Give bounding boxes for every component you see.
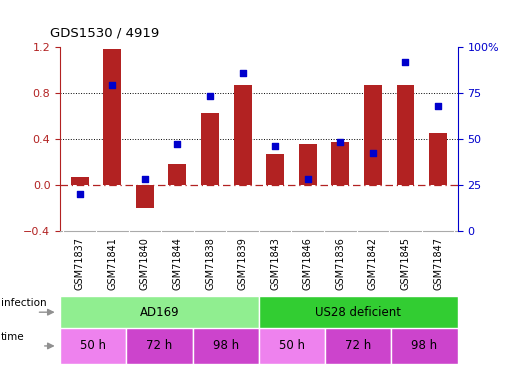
Bar — [396, 85, 414, 185]
Bar — [234, 85, 252, 185]
Text: GSM71836: GSM71836 — [335, 237, 345, 290]
Bar — [299, 144, 317, 185]
Text: GSM71844: GSM71844 — [173, 237, 183, 290]
Text: 98 h: 98 h — [412, 339, 438, 352]
Text: GSM71837: GSM71837 — [75, 237, 85, 290]
Text: GDS1530 / 4919: GDS1530 / 4919 — [50, 26, 159, 39]
Point — [336, 140, 345, 146]
Text: time: time — [1, 332, 25, 342]
Bar — [192, 328, 259, 364]
Bar — [60, 296, 259, 328]
Bar — [325, 328, 391, 364]
Text: GSM71842: GSM71842 — [368, 237, 378, 290]
Bar — [259, 296, 458, 328]
Text: GSM71839: GSM71839 — [237, 237, 247, 290]
Point — [238, 70, 247, 76]
Bar — [429, 133, 447, 185]
Text: GSM71845: GSM71845 — [401, 237, 411, 290]
Bar — [266, 154, 284, 185]
Point — [206, 93, 214, 99]
Text: GSM71841: GSM71841 — [107, 237, 117, 290]
Bar — [127, 328, 192, 364]
Text: 50 h: 50 h — [279, 339, 305, 352]
Text: GSM71846: GSM71846 — [303, 237, 313, 290]
Point — [303, 176, 312, 182]
Text: GSM71843: GSM71843 — [270, 237, 280, 290]
Bar — [201, 114, 219, 185]
Point — [75, 191, 84, 197]
Bar — [71, 177, 89, 185]
Bar — [391, 328, 458, 364]
Text: infection: infection — [1, 298, 47, 308]
Text: AD169: AD169 — [140, 306, 179, 319]
Point — [173, 141, 181, 147]
Text: 98 h: 98 h — [213, 339, 239, 352]
Point — [401, 58, 410, 64]
Text: GSM71840: GSM71840 — [140, 237, 150, 290]
Point — [369, 150, 377, 156]
Point — [434, 103, 442, 109]
Point — [141, 176, 149, 182]
Bar — [332, 142, 349, 185]
Bar — [168, 164, 186, 185]
Text: GSM71847: GSM71847 — [433, 237, 443, 290]
Point — [108, 82, 117, 88]
Bar — [364, 85, 382, 185]
Text: US28 deficient: US28 deficient — [315, 306, 401, 319]
Bar — [259, 328, 325, 364]
Text: 50 h: 50 h — [80, 339, 106, 352]
Text: 72 h: 72 h — [146, 339, 173, 352]
Bar — [104, 49, 121, 185]
Bar — [60, 328, 127, 364]
Text: 72 h: 72 h — [345, 339, 371, 352]
Point — [271, 143, 279, 149]
Bar — [136, 185, 154, 208]
Text: GSM71838: GSM71838 — [205, 237, 215, 290]
